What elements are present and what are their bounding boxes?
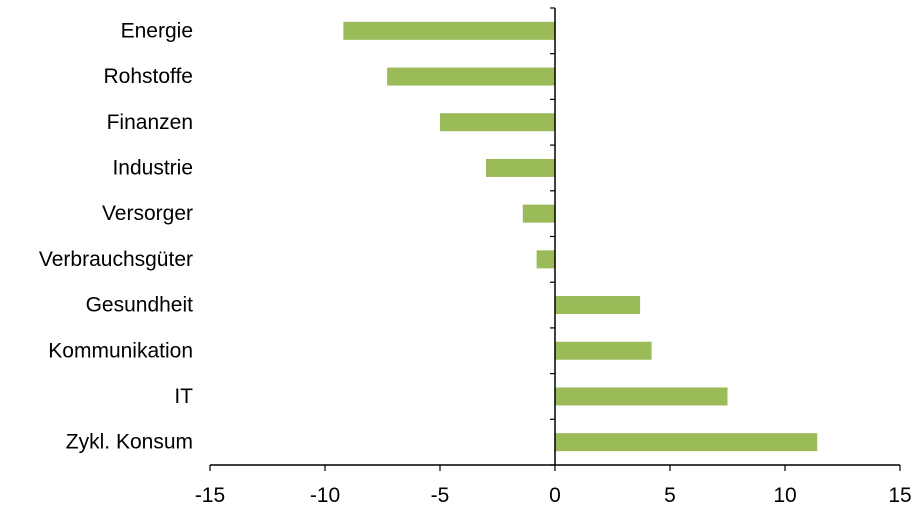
x-tick-label: 5	[664, 484, 676, 507]
category-label: Finanzen	[107, 111, 193, 134]
bar-it	[555, 387, 728, 406]
axes-group	[209, 7, 901, 471]
x-tick-label: -5	[431, 484, 450, 507]
category-label: Industrie	[112, 156, 193, 179]
bar-rohstoffe	[387, 67, 555, 86]
x-tick-label: 15	[888, 484, 911, 507]
bar-finanzen	[440, 113, 555, 132]
category-label: Kommunikation	[48, 339, 193, 362]
x-tick-labels: -15 -10 -5 0 5 10 15	[195, 484, 912, 507]
bar-verbrauchsgüter	[536, 250, 555, 269]
bar-energie	[343, 21, 555, 40]
category-label: Versorger	[102, 202, 193, 225]
category-label: Gesundheit	[86, 294, 194, 317]
category-label: Verbrauchsgüter	[39, 248, 193, 271]
category-label: Energie	[121, 19, 193, 42]
bar-kommunikation	[555, 341, 652, 360]
category-label: Zykl. Konsum	[66, 431, 193, 454]
bar-versorger	[522, 204, 555, 223]
x-tick-label: -15	[195, 484, 225, 507]
bar-gesundheit	[555, 296, 641, 315]
bar-zykl-konsum	[555, 433, 818, 452]
bars-group	[343, 21, 818, 452]
x-tick-label: -10	[310, 484, 340, 507]
bar-industrie	[486, 158, 555, 177]
category-label: Rohstoffe	[103, 65, 193, 88]
category-label: IT	[174, 385, 193, 408]
category-labels: Energie Rohstoffe Finanzen Industrie Versorg…	[39, 19, 193, 453]
x-tick-label: 10	[773, 484, 796, 507]
x-tick-label: 0	[549, 484, 561, 507]
